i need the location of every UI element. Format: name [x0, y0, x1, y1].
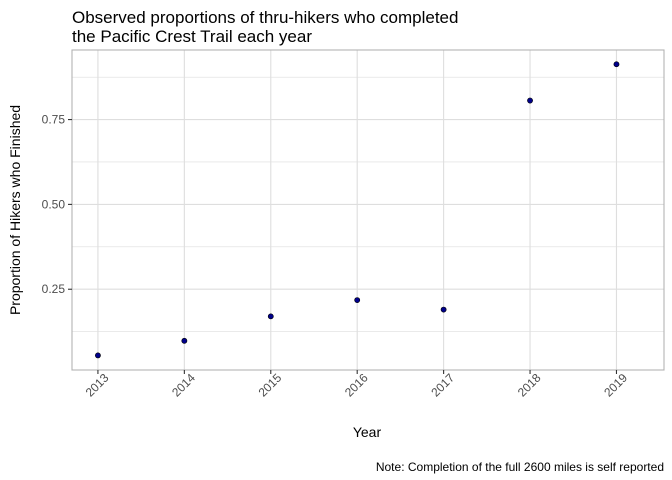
chart-title-line-2: the Pacific Crest Trail each year — [72, 27, 312, 46]
x-tick-label: 2017 — [428, 371, 457, 400]
data-point — [613, 61, 620, 68]
major-gridlines — [72, 50, 664, 370]
chart-title-line-1: Observed proportions of thru-hikers who … — [72, 8, 458, 27]
data-points — [95, 61, 620, 359]
data-point — [527, 97, 533, 104]
panel-border — [71, 49, 665, 371]
x-tick-label: 2013 — [83, 371, 112, 400]
x-tick-label: 2018 — [515, 371, 544, 400]
data-point — [267, 313, 274, 320]
x-axis-ticks: 2013 2014 2015 2016 2017 2018 2019 — [83, 370, 630, 400]
x-tick-label: 2015 — [256, 371, 285, 400]
minor-gridlines — [72, 76, 664, 332]
x-tick-label: 2016 — [342, 371, 371, 400]
x-tick-label: 2019 — [601, 371, 630, 400]
chart-caption: Note: Completion of the full 2600 miles … — [376, 460, 664, 474]
x-tick-label: 2014 — [169, 371, 198, 400]
data-point — [354, 297, 361, 303]
y-axis-title: Proportion of Hikers who Finished — [7, 105, 23, 315]
y-axis-ticks: 0.25 0.50 0.75 — [42, 113, 72, 296]
x-axis-title: Year — [353, 424, 382, 440]
data-point — [181, 337, 188, 344]
data-point — [95, 352, 101, 359]
y-tick-label: 0.75 — [42, 113, 66, 127]
y-tick-label: 0.50 — [42, 197, 66, 211]
y-tick-label: 0.25 — [42, 282, 66, 296]
data-point — [440, 306, 447, 313]
